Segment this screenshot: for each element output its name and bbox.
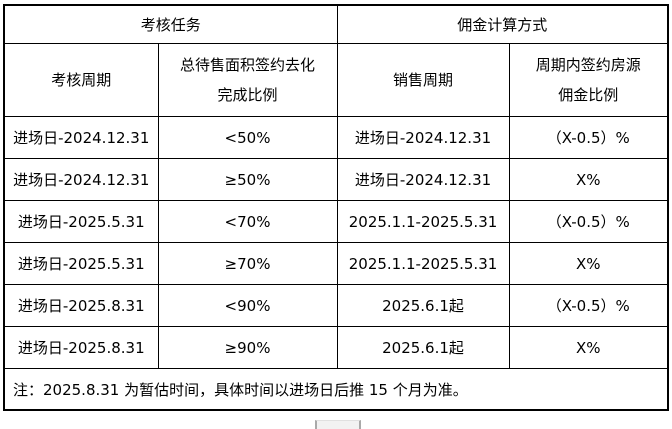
cell-assessment-period: 进场日-2025.5.31 [3, 200, 159, 243]
cell-commission-ratio: X% [508, 158, 669, 201]
table-row: 进场日-2024.12.31 ≥50% 进场日-2024.12.31 X% [3, 158, 669, 201]
cell-completion-ratio: ≥50% [157, 158, 338, 201]
table-row: 进场日-2025.8.31 <90% 2025.6.1起 （X-0.5）% [3, 284, 669, 327]
cell-commission-ratio: （X-0.5）% [508, 200, 669, 243]
cell-completion-ratio: ≥90% [157, 326, 338, 369]
table-header-group-row: 考核任务 佣金计算方式 [3, 4, 669, 44]
cell-sales-period: 2025.1.1-2025.5.31 [336, 242, 510, 285]
cell-completion-ratio: ≥70% [157, 242, 338, 285]
header-line: 考核周期 [51, 71, 112, 89]
cell-commission-ratio: X% [508, 242, 669, 285]
cell-assessment-period: 进场日-2025.8.31 [3, 284, 159, 327]
cell-completion-ratio: <50% [157, 116, 338, 159]
header-line: 周期内签约房源 [535, 56, 641, 74]
table-row: 进场日-2025.5.31 ≥70% 2025.1.1-2025.5.31 X% [3, 242, 669, 285]
cell-commission-ratio: X% [508, 326, 669, 369]
commission-assessment-table: 考核任务 佣金计算方式 考核周期 总待售面积签约去化 完成比例 销售周期 周期内… [3, 4, 670, 411]
cell-sales-period: 进场日-2024.12.31 [336, 158, 510, 201]
header-cell-assessment-task: 考核任务 [3, 4, 338, 44]
header-line: 总待售面积签约去化 [180, 56, 316, 74]
header-cell-commission-ratio: 周期内签约房源 佣金比例 [508, 43, 669, 117]
table-row: 进场日-2024.12.31 <50% 进场日-2024.12.31 （X-0.… [3, 116, 669, 159]
header-cell-commission-method: 佣金计算方式 [336, 4, 669, 44]
table-row: 进场日-2025.5.31 <70% 2025.1.1-2025.5.31 （X… [3, 200, 669, 243]
header-line: 完成比例 [217, 86, 278, 104]
cell-completion-ratio: <70% [157, 200, 338, 243]
header-cell-assessment-period: 考核周期 [3, 43, 159, 117]
note-cell: 注：2025.8.31 为暂估时间，具体时间以进场日后推 15 个月为准。 [3, 368, 669, 411]
cell-assessment-period: 进场日-2024.12.31 [3, 116, 159, 159]
table-note-row: 注：2025.8.31 为暂估时间，具体时间以进场日后推 15 个月为准。 [3, 368, 669, 411]
cell-assessment-period: 进场日-2025.8.31 [3, 326, 159, 369]
cell-sales-period: 2025.6.1起 [336, 326, 510, 369]
cell-assessment-period: 进场日-2024.12.31 [3, 158, 159, 201]
header-line: 佣金比例 [558, 86, 619, 104]
header-line: 销售周期 [393, 71, 454, 89]
cell-sales-period: 2025.1.1-2025.5.31 [336, 200, 510, 243]
cell-assessment-period: 进场日-2025.5.31 [3, 242, 159, 285]
table-header-row: 考核周期 总待售面积签约去化 完成比例 销售周期 周期内签约房源 佣金比例 [3, 43, 669, 117]
header-cell-sales-period: 销售周期 [336, 43, 510, 117]
table-row: 进场日-2025.8.31 ≥90% 2025.6.1起 X% [3, 326, 669, 369]
cell-sales-period: 2025.6.1起 [336, 284, 510, 327]
header-cell-signing-completion-ratio: 总待售面积签约去化 完成比例 [157, 43, 338, 117]
cell-sales-period: 进场日-2024.12.31 [336, 116, 510, 159]
cell-completion-ratio: <90% [157, 284, 338, 327]
cell-commission-ratio: （X-0.5）% [508, 116, 669, 159]
cell-commission-ratio: （X-0.5）% [508, 284, 669, 327]
footnote-text: 注：2025.8.31 为暂估时间，具体时间以进场日后推 15 个月为准。 [13, 380, 468, 399]
